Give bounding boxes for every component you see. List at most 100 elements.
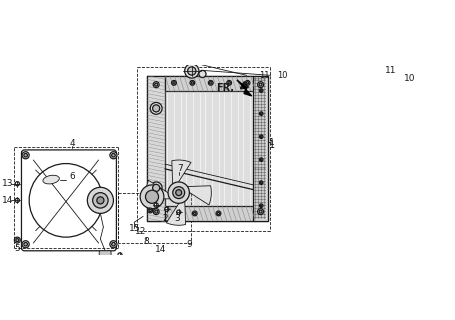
Circle shape: [210, 82, 212, 84]
Circle shape: [208, 81, 213, 85]
Text: 14: 14: [155, 244, 167, 253]
Circle shape: [24, 154, 27, 157]
Circle shape: [93, 193, 108, 208]
Circle shape: [111, 154, 115, 157]
Circle shape: [217, 212, 220, 215]
Circle shape: [187, 67, 196, 75]
Circle shape: [148, 208, 152, 213]
Circle shape: [118, 253, 122, 257]
Bar: [165, 91, 253, 206]
Circle shape: [110, 152, 117, 159]
Bar: [165, 76, 253, 91]
Circle shape: [246, 82, 249, 84]
Circle shape: [192, 211, 197, 216]
Text: 4: 4: [69, 140, 75, 148]
Text: 12: 12: [135, 227, 147, 236]
Circle shape: [227, 81, 232, 85]
Circle shape: [22, 152, 29, 159]
Circle shape: [15, 182, 20, 186]
Circle shape: [150, 182, 162, 194]
Text: 2: 2: [163, 214, 168, 223]
Circle shape: [259, 89, 263, 92]
Circle shape: [110, 241, 117, 248]
Circle shape: [260, 182, 262, 184]
Circle shape: [153, 209, 159, 215]
Polygon shape: [146, 180, 177, 200]
Text: 8: 8: [143, 237, 149, 246]
Polygon shape: [237, 80, 252, 96]
Circle shape: [172, 81, 177, 85]
Circle shape: [87, 187, 113, 213]
Text: 1: 1: [269, 138, 275, 147]
Circle shape: [16, 239, 19, 242]
Circle shape: [146, 190, 158, 203]
Circle shape: [173, 82, 175, 84]
Circle shape: [15, 237, 20, 243]
Text: 5: 5: [15, 244, 20, 253]
Circle shape: [259, 83, 262, 86]
Text: 10: 10: [404, 74, 416, 83]
Circle shape: [190, 81, 195, 85]
Circle shape: [260, 205, 262, 207]
Circle shape: [111, 256, 116, 260]
Circle shape: [260, 136, 262, 138]
Text: 11: 11: [385, 67, 397, 76]
Circle shape: [22, 241, 29, 248]
Circle shape: [140, 185, 164, 209]
Circle shape: [199, 70, 206, 77]
Circle shape: [259, 204, 263, 207]
Circle shape: [111, 243, 115, 246]
Circle shape: [155, 83, 157, 86]
Circle shape: [150, 102, 162, 114]
Ellipse shape: [43, 175, 59, 184]
Text: 3: 3: [175, 214, 180, 223]
Bar: [147, 76, 165, 220]
Circle shape: [168, 182, 189, 203]
Circle shape: [245, 81, 250, 85]
Circle shape: [176, 190, 182, 196]
Circle shape: [152, 184, 160, 191]
Text: 11: 11: [259, 71, 269, 80]
Circle shape: [165, 207, 169, 211]
FancyBboxPatch shape: [99, 251, 111, 259]
Text: 15: 15: [128, 224, 140, 233]
Circle shape: [260, 159, 262, 161]
Bar: [253, 76, 268, 220]
Text: 10: 10: [277, 71, 287, 80]
Text: 14: 14: [2, 196, 14, 205]
Text: 1: 1: [269, 140, 275, 150]
Circle shape: [185, 64, 199, 78]
Circle shape: [216, 211, 221, 216]
Circle shape: [259, 135, 263, 139]
Text: 6: 6: [69, 172, 75, 181]
Circle shape: [193, 212, 196, 215]
Bar: [165, 206, 253, 220]
Circle shape: [173, 187, 185, 199]
Text: FR.: FR.: [216, 83, 234, 92]
Circle shape: [154, 203, 158, 207]
Circle shape: [228, 82, 230, 84]
Circle shape: [260, 90, 262, 92]
Circle shape: [153, 82, 159, 88]
Circle shape: [258, 209, 263, 215]
Circle shape: [258, 82, 263, 88]
Circle shape: [149, 209, 152, 212]
Circle shape: [15, 198, 20, 203]
Circle shape: [155, 210, 157, 213]
Circle shape: [260, 113, 262, 115]
Circle shape: [113, 257, 115, 259]
Circle shape: [259, 181, 263, 184]
Circle shape: [259, 210, 262, 213]
Circle shape: [177, 210, 181, 214]
Text: 13: 13: [2, 179, 14, 188]
Circle shape: [152, 105, 160, 112]
Polygon shape: [167, 194, 186, 225]
Circle shape: [97, 197, 104, 204]
Circle shape: [259, 158, 263, 161]
Polygon shape: [180, 186, 211, 205]
Circle shape: [191, 82, 193, 84]
Circle shape: [259, 112, 263, 116]
Polygon shape: [172, 160, 191, 191]
Text: 9: 9: [187, 240, 192, 249]
Circle shape: [24, 243, 27, 246]
